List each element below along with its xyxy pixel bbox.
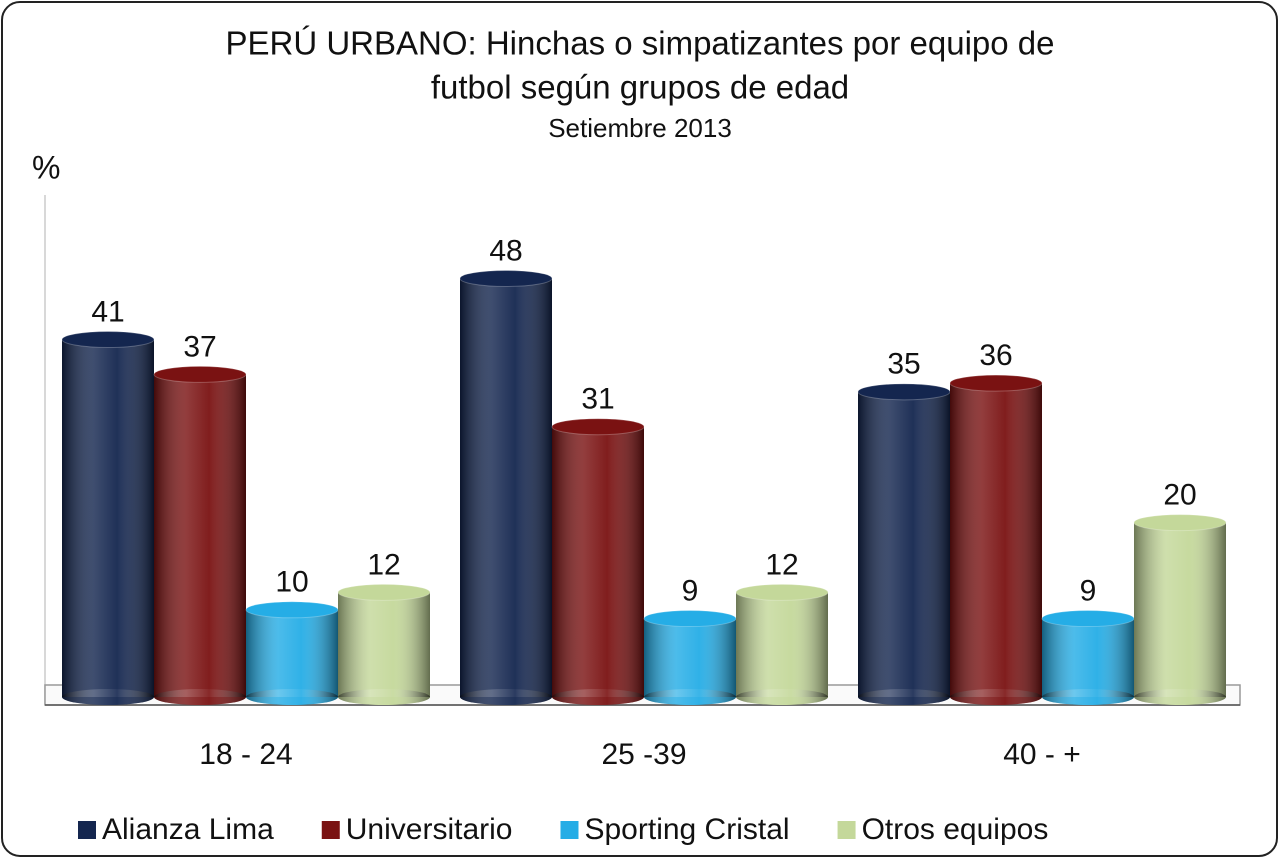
legend-label: Universitario	[346, 813, 513, 846]
x-tick-label: 25 -39	[601, 738, 686, 771]
legend-swatch	[560, 821, 579, 839]
data-label: 36	[979, 339, 1012, 372]
bar-base-shade	[736, 689, 828, 705]
legend-label: Otros equipos	[862, 813, 1049, 846]
bar-shade	[644, 618, 736, 697]
bar-top	[949, 374, 1043, 392]
bar-base-shade	[1134, 689, 1226, 705]
bar-shade	[552, 426, 644, 697]
chart-title: futbol según grupos de edad	[431, 69, 849, 106]
bar-top	[551, 418, 645, 436]
bar-base-shade	[460, 689, 552, 705]
bar-shade	[338, 592, 430, 697]
bar-shade	[460, 278, 552, 697]
legend-label: Sporting Cristal	[584, 813, 789, 846]
bar-top	[153, 365, 247, 383]
bar-base-shade	[644, 689, 736, 705]
data-label: 12	[765, 548, 798, 581]
data-label: 10	[275, 566, 308, 599]
bar-base-shade	[154, 689, 246, 705]
bar-base-shade	[552, 689, 644, 705]
x-tick-label: 40 - +	[1003, 738, 1081, 771]
bar-shade	[950, 383, 1042, 697]
bar-base-shade	[858, 689, 950, 705]
data-label: 9	[682, 574, 699, 607]
legend-swatch	[321, 821, 340, 839]
legend-swatch	[78, 821, 96, 839]
data-label: 12	[367, 548, 400, 581]
bar-top	[735, 583, 829, 601]
data-label: 48	[489, 234, 522, 267]
bar-shade	[62, 339, 154, 697]
bar-base-shade	[246, 689, 338, 705]
bar-top	[61, 331, 155, 349]
bar-top	[337, 583, 431, 601]
data-label: 37	[183, 330, 216, 363]
bar-top	[245, 601, 339, 619]
bar-base-shade	[338, 689, 430, 705]
data-label: 35	[887, 348, 920, 381]
bar-base-shade	[950, 689, 1042, 705]
bar-top	[643, 610, 737, 628]
x-tick-label: 18 - 24	[199, 738, 292, 771]
chart-title: PERÚ URBANO: Hinchas o simpatizantes por…	[225, 25, 1054, 62]
data-label: 20	[1163, 479, 1196, 512]
bar-shade	[736, 592, 828, 697]
data-label: 31	[581, 383, 614, 416]
y-axis-label: %	[32, 149, 60, 185]
legend-swatch	[837, 821, 856, 839]
bar-shade	[858, 391, 950, 697]
bar-base-shade	[1042, 689, 1134, 705]
data-label: 41	[91, 295, 124, 328]
bar-shade	[246, 609, 338, 697]
bar-shade	[1042, 618, 1134, 697]
bar-shade	[154, 374, 246, 697]
bar-top	[1133, 514, 1227, 532]
legend-label: Alianza Lima	[102, 813, 274, 846]
data-label: 9	[1080, 574, 1097, 607]
bar-top	[1041, 610, 1135, 628]
chart-subtitle: Setiembre 2013	[548, 113, 732, 143]
bar-base-shade	[62, 689, 154, 705]
bar-shade	[1134, 522, 1226, 697]
bar-top	[459, 269, 553, 287]
bar-top	[857, 383, 951, 401]
